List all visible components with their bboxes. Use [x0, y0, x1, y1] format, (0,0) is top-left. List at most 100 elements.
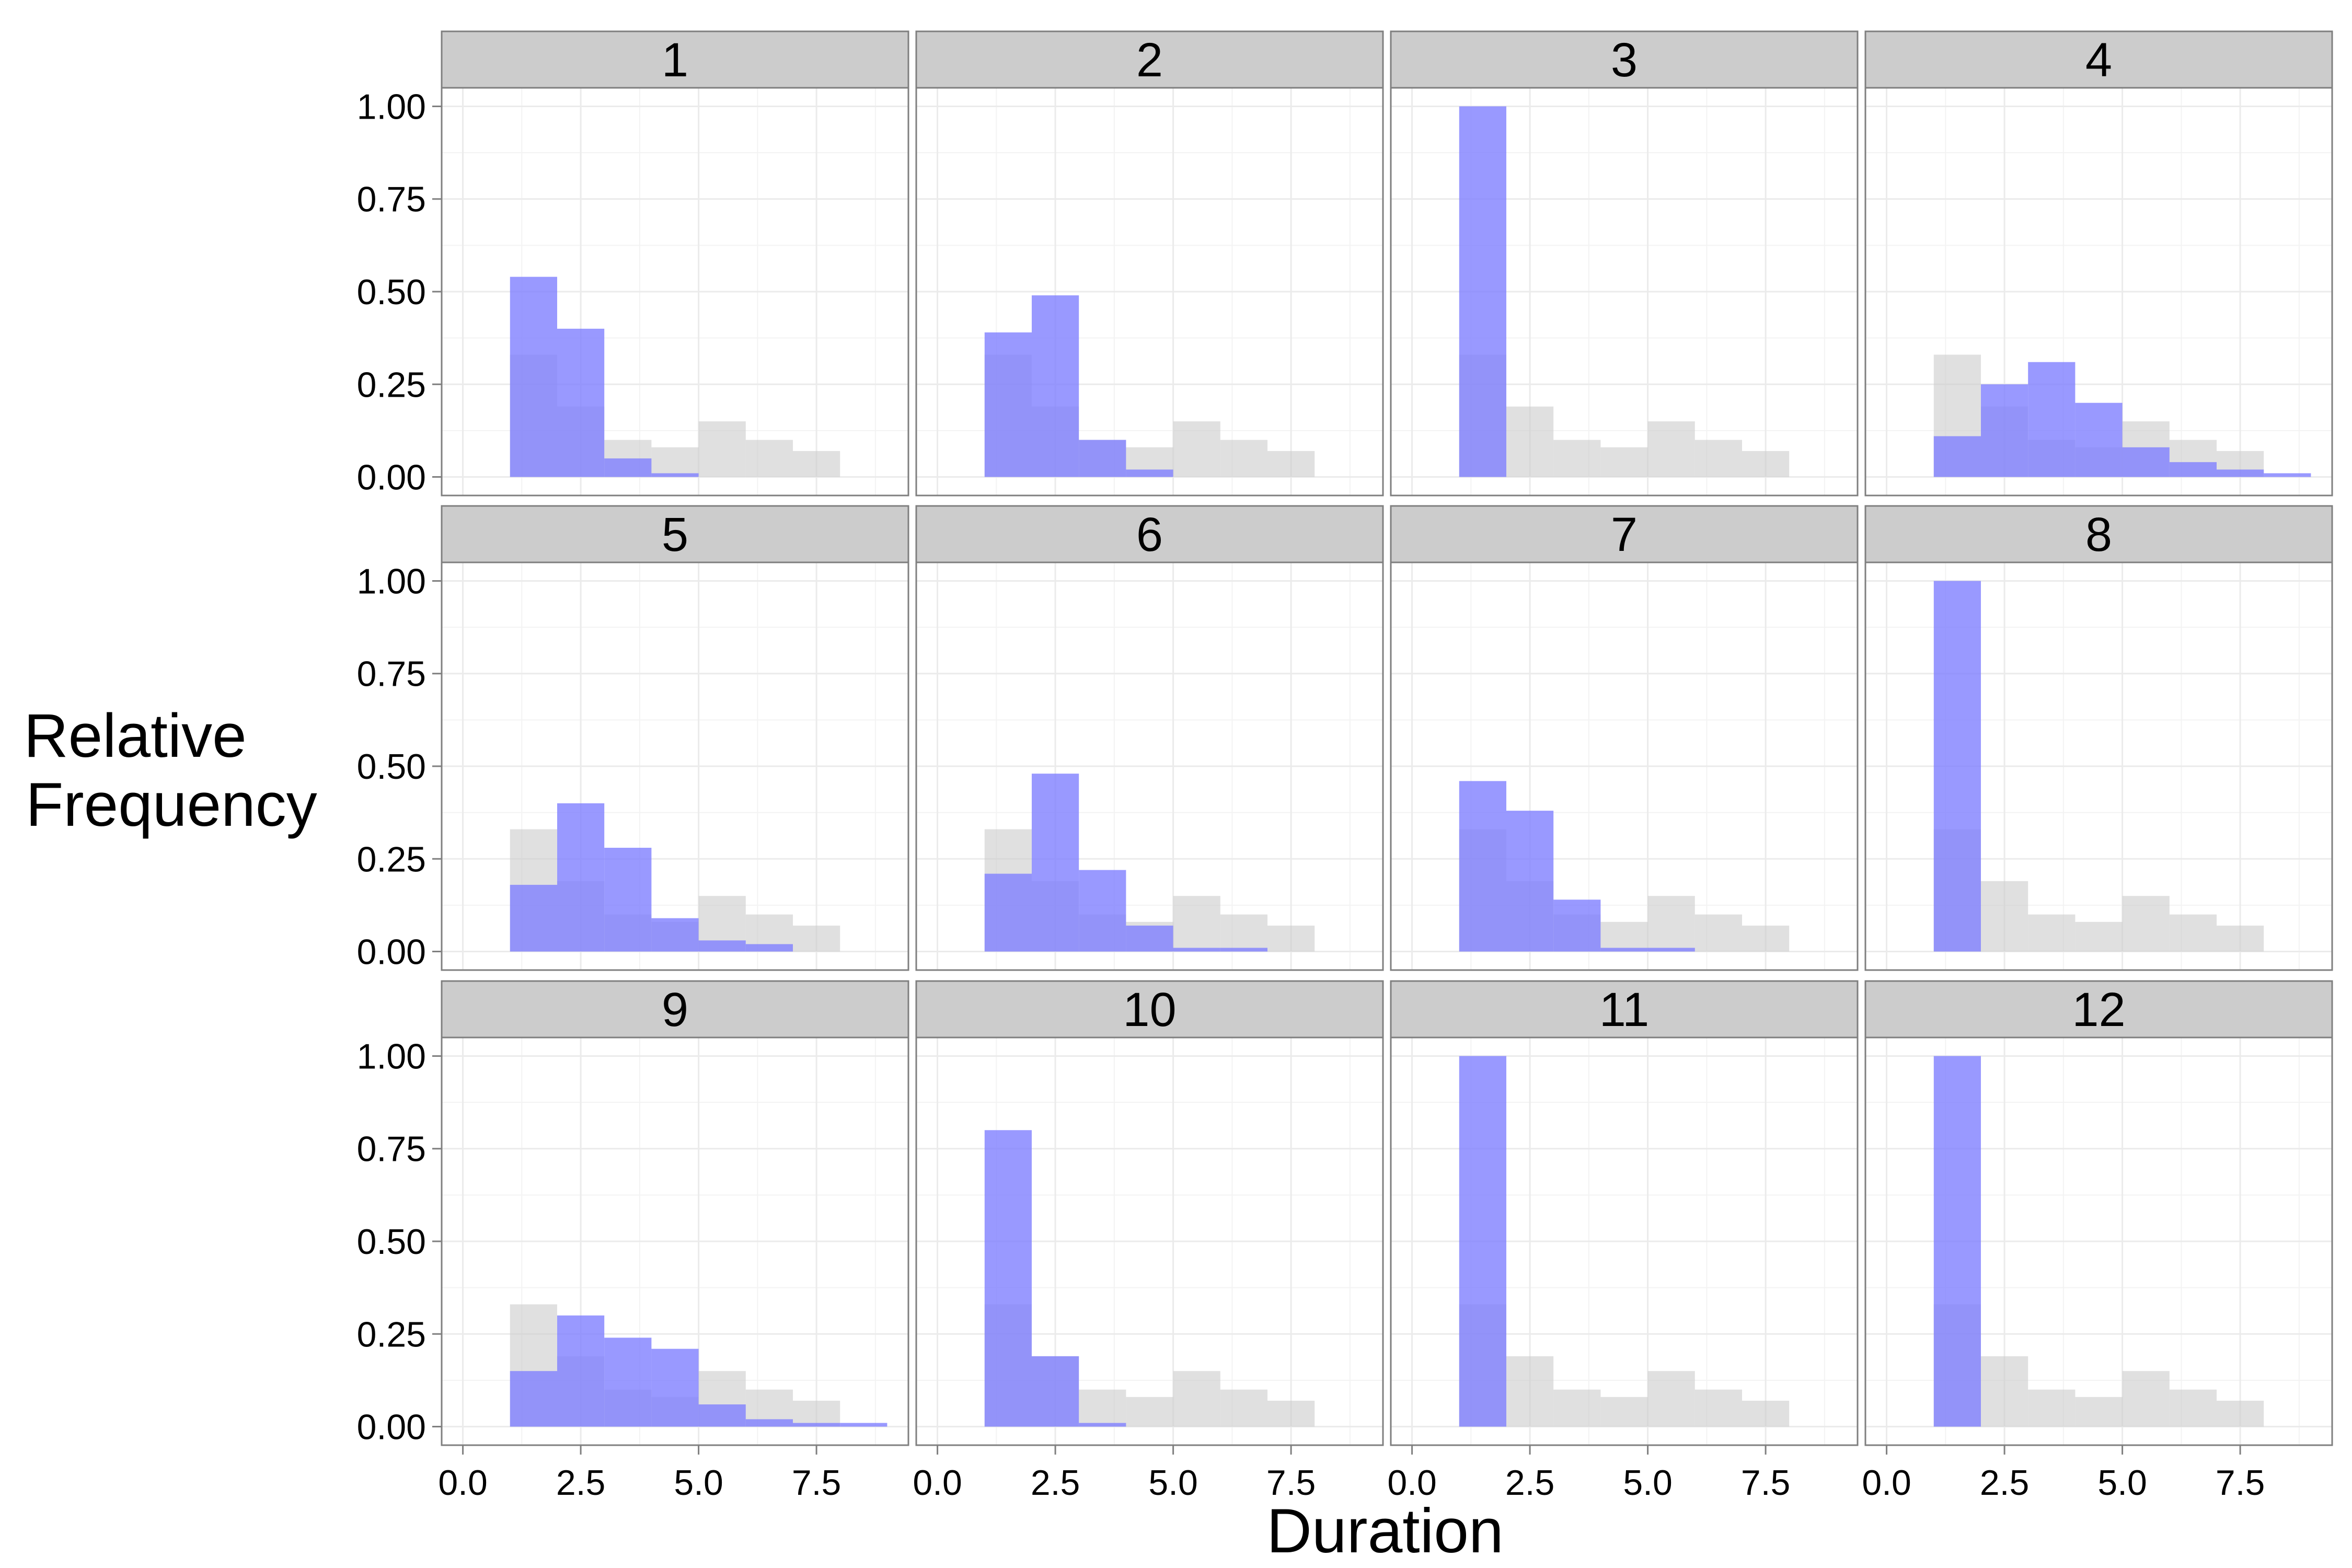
facet-strip — [1864, 30, 2333, 89]
panel-bar — [745, 944, 793, 952]
overall-bar — [793, 451, 840, 477]
overall-bar — [2217, 1400, 2264, 1427]
facet-panel-11: 11 — [1390, 980, 1859, 1446]
panel-bar — [1031, 1356, 1079, 1427]
panel-bar — [651, 1348, 699, 1427]
panel-bar — [651, 918, 699, 952]
overall-bar — [793, 1400, 840, 1427]
facet-strip — [1864, 980, 2333, 1039]
facet-strip-label: 6 — [1136, 508, 1163, 561]
panel-bar — [793, 1423, 840, 1427]
y-axis-title: Relative Frequency — [24, 701, 317, 839]
panel-border — [915, 1036, 1384, 1446]
panel-bar — [2122, 447, 2170, 477]
y-tick-label: 0.50 — [357, 747, 426, 787]
y-tick-label: 0.75 — [357, 180, 426, 220]
facet-strip — [441, 30, 909, 89]
overall-bar — [1220, 440, 1268, 477]
x-tick-label: 2.5 — [1031, 1463, 1080, 1503]
panel-bar — [1173, 948, 1220, 952]
overall-bar — [2169, 914, 2217, 952]
overall-bar — [1173, 1371, 1220, 1427]
panel-bar — [1126, 925, 1173, 952]
facet-panel-5: 5 — [441, 505, 909, 971]
y-tick-label: 0.75 — [357, 654, 426, 694]
y-tick-label: 0.25 — [357, 1315, 426, 1354]
facet-strip — [441, 980, 909, 1039]
panel-histogram — [984, 295, 1173, 477]
panel-border — [1390, 87, 1859, 497]
panel-border — [1864, 1036, 2333, 1446]
y-tick-label: 0.50 — [357, 1222, 426, 1262]
panel-histogram — [1459, 781, 1695, 952]
y-tick-label: 0.00 — [357, 1408, 426, 1447]
y-axis-title-line-2: Frequency — [26, 770, 317, 839]
overall-bar — [2075, 1397, 2123, 1427]
overall-bar — [1980, 881, 2028, 952]
panel-border — [1390, 561, 1859, 971]
x-tick-label: 7.5 — [1741, 1463, 1791, 1503]
panel-bar — [1031, 774, 1079, 952]
panel-border — [915, 87, 1384, 497]
panel-bar — [840, 1423, 887, 1427]
facet-strip — [915, 980, 1384, 1039]
overall-bar — [1506, 1356, 1554, 1427]
panel-bar — [510, 276, 557, 477]
facet-strip — [1864, 505, 2333, 563]
overall-bar — [1553, 1389, 1601, 1427]
facet-strip-label: 8 — [2085, 508, 2112, 561]
panel-bar — [510, 884, 557, 952]
overall-bar — [1980, 1356, 2028, 1427]
panel-bar — [651, 473, 699, 477]
facet-panel-4: 4 — [1864, 30, 2333, 497]
facet-strip-label: 1 — [662, 33, 688, 87]
x-tick-label: 5.0 — [674, 1463, 723, 1503]
panel-bar — [604, 1338, 652, 1427]
y-tick-label: 1.00 — [357, 1036, 426, 1076]
overall-bar — [2028, 1389, 2076, 1427]
overall-bar — [2122, 1371, 2170, 1427]
panel-bar — [1126, 469, 1173, 477]
y-axis-title-line-1: Relative — [24, 701, 246, 770]
overall-bar — [1742, 925, 1790, 952]
y-tick-label: 0.50 — [357, 272, 426, 312]
panel-bar — [1933, 1056, 1981, 1427]
panel-histogram — [984, 1130, 1126, 1427]
panel-bar — [2028, 362, 2076, 477]
overall-bar — [2217, 925, 2264, 952]
overall-bar — [1600, 921, 1648, 952]
panel-histogram — [510, 1315, 887, 1427]
panel-bar — [698, 940, 746, 952]
panel-bar — [1506, 811, 1554, 952]
panel-bar — [604, 848, 652, 952]
panel-bar — [1933, 581, 1981, 952]
x-tick-label: 2.5 — [1505, 1463, 1555, 1503]
panel-histogram — [1933, 581, 1981, 952]
panel-histogram — [510, 803, 793, 952]
x-tick-label: 0.0 — [1387, 1463, 1437, 1503]
panel-border — [1864, 561, 2333, 971]
overall-bar — [1267, 1400, 1315, 1427]
overall-bar — [1694, 1389, 1743, 1427]
facet-strip-label: 7 — [1611, 508, 1638, 561]
facet-strip-label: 10 — [1123, 983, 1176, 1036]
overall-bar — [1600, 447, 1648, 477]
panel-bar — [1079, 1423, 1126, 1427]
overall-bar — [1173, 896, 1220, 952]
facet-strip — [1390, 30, 1859, 89]
overall-bar — [1694, 914, 1743, 952]
overall-bar — [2028, 914, 2076, 952]
panel-border — [1390, 1036, 1859, 1446]
panel-bar — [2075, 402, 2123, 477]
x-tick-label: 5.0 — [2097, 1463, 2147, 1503]
panel-bar — [2264, 473, 2311, 477]
overall-bar — [1126, 1397, 1173, 1427]
y-tick-label: 1.00 — [357, 561, 426, 601]
panel-histogram — [1459, 106, 1506, 477]
panel-bar — [984, 332, 1032, 477]
x-tick-label: 7.5 — [1266, 1463, 1316, 1503]
facet-strip-label: 12 — [2072, 983, 2125, 1036]
overall-bar — [2075, 921, 2123, 952]
x-tick-label: 5.0 — [1148, 1463, 1198, 1503]
